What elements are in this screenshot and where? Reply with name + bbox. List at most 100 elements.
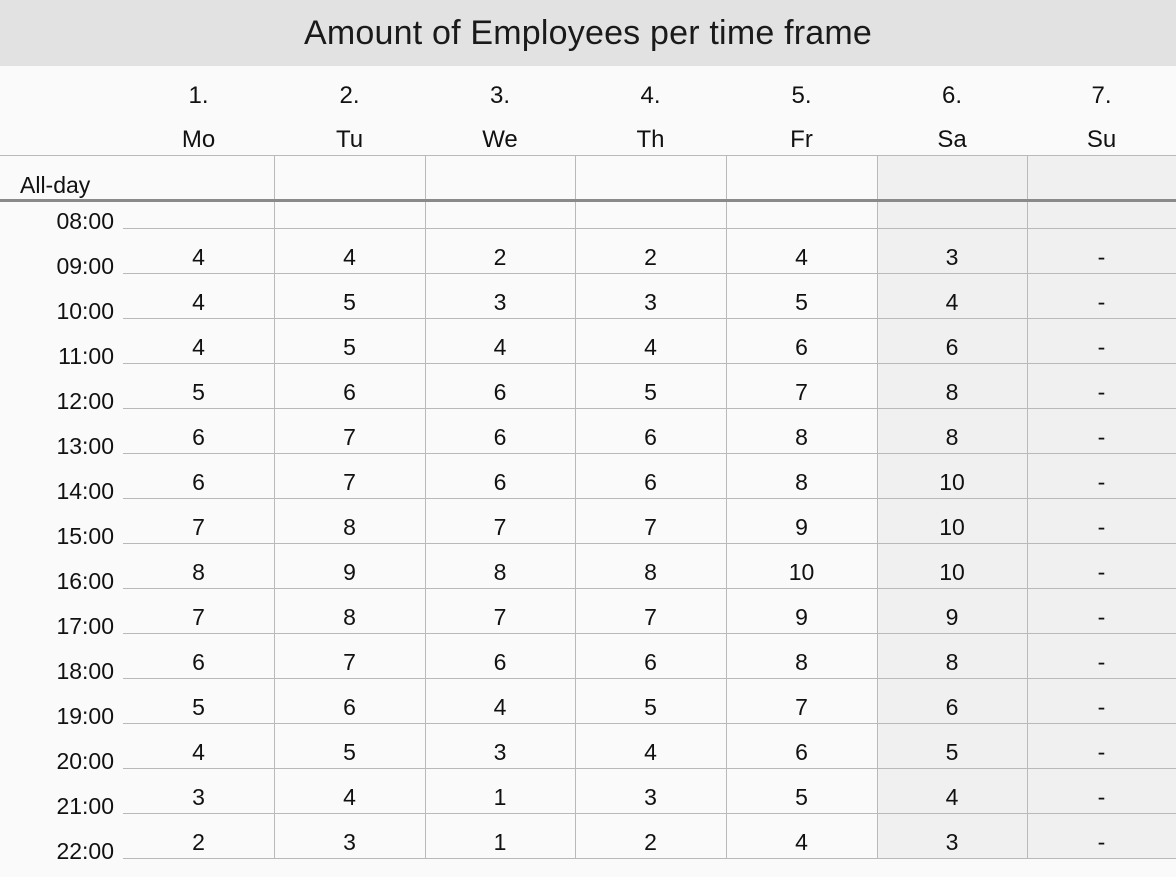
schedule-cell[interactable]: - bbox=[1097, 739, 1106, 765]
schedule-cell[interactable]: 5 bbox=[945, 739, 959, 765]
schedule-cell[interactable]: 8 bbox=[192, 559, 205, 585]
schedule-cell[interactable]: 3 bbox=[644, 289, 657, 315]
schedule-cell[interactable]: 5 bbox=[795, 289, 808, 315]
schedule-cell[interactable]: 4 bbox=[644, 739, 657, 765]
all-day-cell[interactable] bbox=[877, 155, 1027, 200]
schedule-cell[interactable]: 6 bbox=[493, 379, 507, 405]
schedule-cell[interactable]: 10 bbox=[788, 559, 815, 585]
schedule-cell[interactable]: 9 bbox=[795, 514, 808, 540]
schedule-cell[interactable]: 4 bbox=[795, 829, 808, 855]
schedule-cell[interactable]: 3 bbox=[945, 244, 959, 270]
schedule-cell[interactable]: 10 bbox=[939, 559, 965, 585]
schedule-cell[interactable]: 6 bbox=[192, 469, 205, 495]
schedule-cell[interactable]: 7 bbox=[192, 604, 205, 630]
schedule-cell[interactable]: 6 bbox=[493, 649, 507, 675]
schedule-cell[interactable]: 4 bbox=[343, 784, 356, 810]
schedule-cell[interactable]: 3 bbox=[493, 739, 507, 765]
schedule-cell[interactable]: - bbox=[1097, 514, 1106, 540]
schedule-cell[interactable]: - bbox=[1097, 424, 1106, 450]
schedule-cell[interactable]: 9 bbox=[945, 604, 959, 630]
schedule-cell[interactable]: 4 bbox=[192, 289, 205, 315]
schedule-cell[interactable]: 5 bbox=[192, 379, 205, 405]
schedule-cell[interactable]: 3 bbox=[644, 784, 657, 810]
schedule-cell[interactable]: 7 bbox=[644, 604, 657, 630]
schedule-cell[interactable]: 5 bbox=[343, 334, 356, 360]
schedule-cell[interactable]: 6 bbox=[644, 649, 657, 675]
schedule-cell[interactable]: 2 bbox=[644, 244, 657, 270]
schedule-cell[interactable]: 8 bbox=[644, 559, 657, 585]
schedule-cell[interactable]: 8 bbox=[945, 649, 959, 675]
schedule-cell[interactable]: - bbox=[1097, 784, 1106, 810]
schedule-cell[interactable]: 5 bbox=[343, 739, 356, 765]
all-day-cell[interactable] bbox=[274, 155, 425, 200]
schedule-cell[interactable]: 7 bbox=[493, 604, 507, 630]
schedule-cell[interactable]: 6 bbox=[945, 694, 959, 720]
schedule-cell[interactable]: 8 bbox=[795, 649, 808, 675]
schedule-cell[interactable]: 7 bbox=[493, 514, 507, 540]
schedule-cell[interactable]: 6 bbox=[192, 649, 205, 675]
all-day-cell[interactable] bbox=[575, 155, 726, 200]
schedule-cell[interactable]: 8 bbox=[493, 559, 507, 585]
schedule-cell[interactable]: 7 bbox=[343, 649, 356, 675]
schedule-cell[interactable]: 8 bbox=[343, 514, 356, 540]
schedule-cell[interactable]: 4 bbox=[192, 334, 205, 360]
schedule-cell[interactable]: 6 bbox=[343, 379, 356, 405]
schedule-cell[interactable]: 3 bbox=[192, 784, 205, 810]
schedule-cell[interactable]: 5 bbox=[343, 289, 356, 315]
schedule-cell[interactable]: - bbox=[1097, 829, 1106, 855]
schedule-cell[interactable]: 8 bbox=[343, 604, 356, 630]
schedule-cell[interactable]: - bbox=[1097, 604, 1106, 630]
schedule-cell[interactable]: 9 bbox=[795, 604, 808, 630]
schedule-cell[interactable]: 4 bbox=[945, 289, 959, 315]
schedule-cell[interactable]: 6 bbox=[192, 424, 205, 450]
all-day-cell[interactable] bbox=[726, 155, 877, 200]
schedule-cell[interactable]: 1 bbox=[493, 784, 507, 810]
schedule-cell[interactable]: 4 bbox=[493, 334, 507, 360]
schedule-cell[interactable]: 7 bbox=[795, 379, 808, 405]
schedule-cell[interactable]: - bbox=[1097, 559, 1106, 585]
schedule-cell[interactable]: 10 bbox=[939, 469, 965, 495]
all-day-cell[interactable] bbox=[1027, 155, 1176, 200]
schedule-cell[interactable]: 10 bbox=[939, 514, 965, 540]
schedule-cell[interactable]: 7 bbox=[795, 694, 808, 720]
schedule-cell[interactable]: 7 bbox=[343, 424, 356, 450]
schedule-cell[interactable]: 8 bbox=[945, 424, 959, 450]
schedule-cell[interactable]: 4 bbox=[795, 244, 808, 270]
schedule-cell[interactable]: 4 bbox=[644, 334, 657, 360]
schedule-cell[interactable]: 8 bbox=[795, 469, 808, 495]
schedule-cell[interactable]: - bbox=[1097, 379, 1106, 405]
schedule-cell[interactable]: 2 bbox=[644, 829, 657, 855]
schedule-cell[interactable]: 5 bbox=[192, 694, 205, 720]
schedule-cell[interactable]: 4 bbox=[493, 694, 507, 720]
schedule-cell[interactable]: 8 bbox=[795, 424, 808, 450]
schedule-cell[interactable]: 6 bbox=[343, 694, 356, 720]
schedule-cell[interactable]: 4 bbox=[945, 784, 959, 810]
schedule-cell[interactable]: 5 bbox=[795, 784, 808, 810]
all-day-cell[interactable] bbox=[425, 155, 575, 200]
schedule-cell[interactable]: 3 bbox=[493, 289, 507, 315]
schedule-cell[interactable]: 3 bbox=[945, 829, 959, 855]
schedule-cell[interactable]: 5 bbox=[644, 379, 657, 405]
schedule-cell[interactable]: 6 bbox=[795, 334, 808, 360]
schedule-cell[interactable]: 3 bbox=[343, 829, 356, 855]
schedule-cell[interactable]: - bbox=[1097, 244, 1106, 270]
schedule-cell[interactable]: - bbox=[1097, 469, 1106, 495]
schedule-cell[interactable]: 8 bbox=[945, 379, 959, 405]
schedule-cell[interactable]: 7 bbox=[343, 469, 356, 495]
schedule-cell[interactable]: 9 bbox=[343, 559, 356, 585]
schedule-cell[interactable]: 4 bbox=[343, 244, 356, 270]
schedule-cell[interactable]: 6 bbox=[945, 334, 959, 360]
schedule-cell[interactable]: 1 bbox=[493, 829, 507, 855]
schedule-cell[interactable]: - bbox=[1097, 694, 1106, 720]
schedule-cell[interactable]: 4 bbox=[192, 244, 205, 270]
schedule-cell[interactable]: 6 bbox=[795, 739, 808, 765]
schedule-cell[interactable]: 6 bbox=[644, 469, 657, 495]
schedule-cell[interactable]: 6 bbox=[493, 424, 507, 450]
schedule-cell[interactable]: 6 bbox=[493, 469, 507, 495]
schedule-cell[interactable]: - bbox=[1097, 289, 1106, 315]
schedule-cell[interactable]: 7 bbox=[192, 514, 205, 540]
schedule-cell[interactable]: 5 bbox=[644, 694, 657, 720]
schedule-cell[interactable]: 2 bbox=[192, 829, 205, 855]
schedule-cell[interactable]: - bbox=[1097, 649, 1106, 675]
schedule-cell[interactable]: 2 bbox=[493, 244, 507, 270]
